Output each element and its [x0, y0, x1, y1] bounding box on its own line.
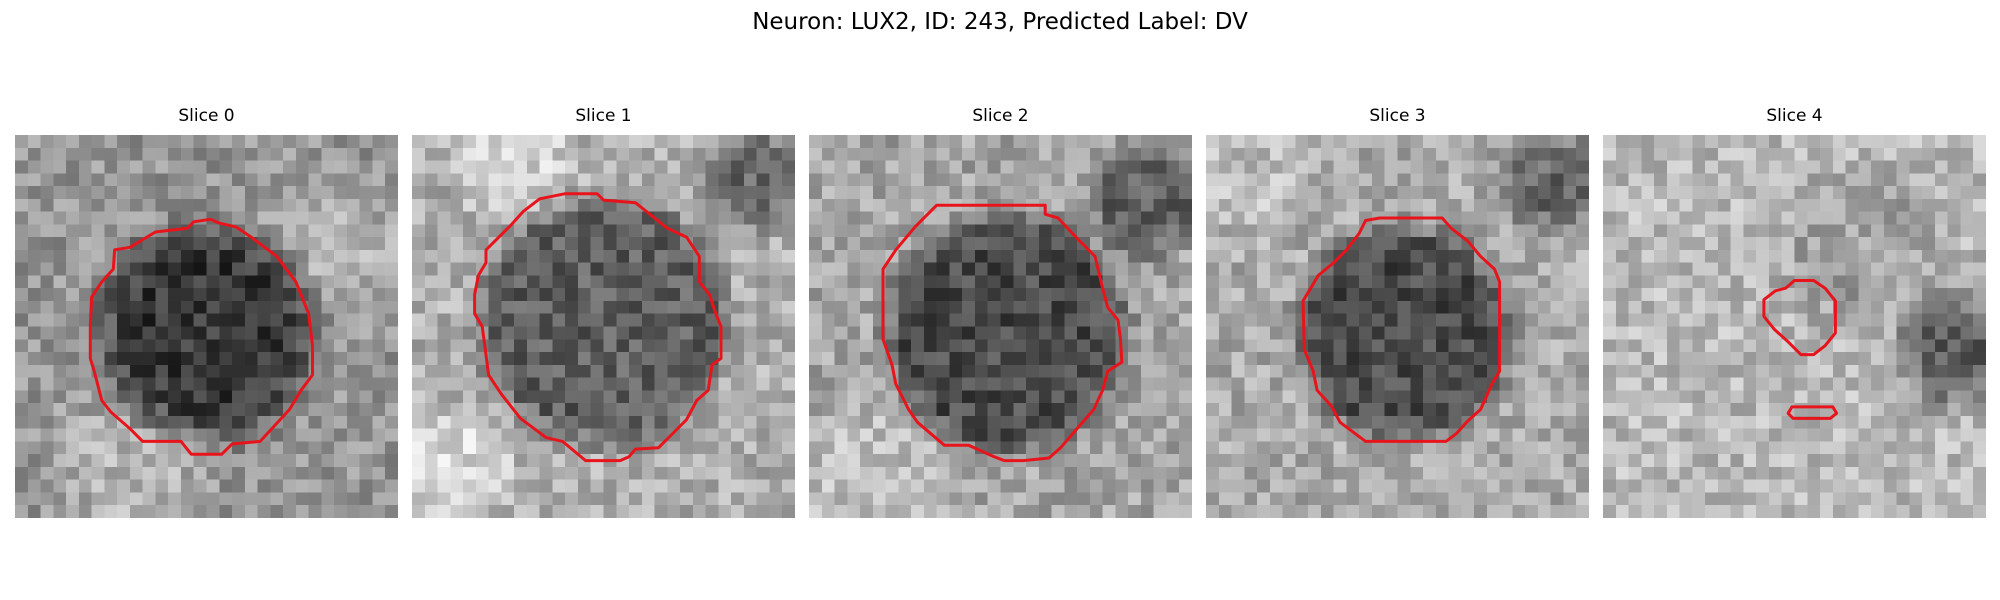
slice-image-4	[1603, 135, 1986, 518]
slice-pixels-4	[1603, 135, 1986, 518]
segmentation-contour-3-0	[1301, 216, 1502, 443]
segmentation-contour-2-0	[881, 203, 1124, 463]
slice-image-3	[1206, 135, 1589, 518]
slice-canvas-1	[412, 135, 795, 518]
slice-title-3: Slice 3	[1369, 106, 1426, 126]
slice-title-1: Slice 1	[575, 106, 632, 126]
slice-title-0: Slice 0	[178, 106, 235, 126]
slice-title-4: Slice 4	[1766, 106, 1823, 126]
segmentation-contour-4-0	[1762, 279, 1837, 357]
slice-image-2	[809, 135, 1192, 518]
slice-canvas-4	[1603, 135, 1986, 518]
slice-panel-0: Slice 0	[15, 105, 398, 525]
slice-panel-2: Slice 2	[809, 105, 1192, 525]
slice-panel-1: Slice 1	[412, 105, 795, 525]
segmentation-contour-1-0	[473, 192, 723, 463]
slice-pixels-0	[15, 135, 398, 518]
slice-canvas-0	[15, 135, 398, 518]
slice-pixels-3	[1206, 135, 1589, 518]
slice-canvas-2	[809, 135, 1192, 518]
slice-canvas-3	[1206, 135, 1589, 518]
figure-title: Neuron: LUX2, ID: 243, Predicted Label: …	[752, 9, 1248, 35]
slice-panel-4: Slice 4	[1603, 105, 1986, 525]
slice-image-0	[15, 135, 398, 518]
slice-image-1	[412, 135, 795, 518]
slice-panel-3: Slice 3	[1206, 105, 1589, 525]
slice-title-2: Slice 2	[972, 106, 1029, 126]
slice-pixels-1	[412, 135, 795, 518]
slice-pixels-2	[809, 135, 1192, 518]
segmentation-contour-0-0	[88, 217, 314, 456]
segmentation-contour-4-1	[1786, 405, 1839, 420]
